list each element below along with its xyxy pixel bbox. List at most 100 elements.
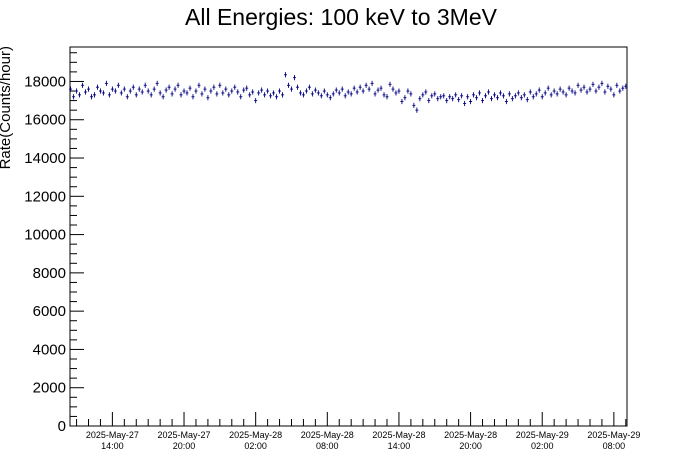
data-point bbox=[81, 82, 85, 88]
data-point bbox=[612, 92, 616, 98]
data-point bbox=[122, 86, 126, 92]
data-point bbox=[424, 89, 428, 95]
data-point bbox=[570, 88, 574, 94]
x-tick-time: 14:00 bbox=[388, 441, 411, 451]
data-point bbox=[358, 84, 362, 90]
data-point bbox=[591, 81, 595, 87]
data-point bbox=[588, 86, 592, 92]
x-tick-time: 08:00 bbox=[603, 441, 626, 451]
data-point bbox=[594, 88, 598, 94]
data-point bbox=[95, 84, 99, 90]
data-point bbox=[430, 93, 434, 99]
data-point bbox=[519, 95, 523, 101]
data-point bbox=[260, 87, 264, 93]
data-point bbox=[418, 96, 422, 102]
data-point bbox=[340, 86, 344, 92]
data-point bbox=[158, 90, 162, 96]
data-point bbox=[534, 91, 538, 97]
data-point bbox=[582, 84, 586, 90]
data-point bbox=[445, 98, 449, 104]
data-point bbox=[182, 88, 186, 94]
data-point bbox=[531, 94, 535, 100]
data-point bbox=[119, 90, 123, 96]
x-tick-date: 2025-May-28 bbox=[444, 430, 497, 440]
data-point bbox=[179, 92, 183, 98]
data-point bbox=[597, 84, 601, 90]
data-point bbox=[334, 87, 338, 93]
data-point bbox=[152, 86, 156, 92]
data-point bbox=[349, 91, 353, 97]
data-point bbox=[495, 95, 499, 101]
data-point bbox=[382, 92, 386, 98]
y-axis-label: Rate(Counts/hour) bbox=[0, 46, 14, 169]
data-point bbox=[263, 92, 267, 98]
data-point bbox=[615, 82, 619, 88]
data-point bbox=[609, 86, 613, 92]
data-point bbox=[504, 98, 508, 105]
data-point bbox=[206, 95, 210, 101]
data-point bbox=[373, 91, 377, 97]
data-point bbox=[457, 97, 461, 103]
data-point bbox=[355, 89, 359, 95]
data-point bbox=[307, 84, 311, 90]
data-point bbox=[558, 86, 562, 92]
data-point bbox=[397, 88, 401, 94]
data-point bbox=[466, 94, 470, 100]
data-point bbox=[403, 95, 407, 101]
x-tick-date: 2025-May-27 bbox=[158, 430, 211, 440]
data-point bbox=[513, 93, 517, 99]
data-point bbox=[143, 82, 147, 88]
data-point bbox=[540, 94, 544, 100]
data-point bbox=[215, 91, 219, 97]
data-point bbox=[549, 92, 553, 98]
data-point bbox=[624, 83, 628, 89]
data-point bbox=[427, 98, 431, 104]
data-point bbox=[454, 92, 458, 98]
data-point bbox=[224, 86, 228, 92]
data-point bbox=[167, 84, 171, 90]
x-tick-date: 2025-May-28 bbox=[229, 430, 282, 440]
data-point bbox=[561, 89, 565, 95]
data-point bbox=[84, 89, 88, 95]
data-point bbox=[173, 86, 177, 92]
data-point bbox=[472, 92, 476, 98]
data-point bbox=[72, 94, 76, 100]
data-point bbox=[203, 86, 207, 92]
data-point bbox=[191, 94, 195, 100]
data-point bbox=[621, 85, 625, 91]
data-point bbox=[478, 90, 482, 96]
data-point bbox=[146, 88, 150, 94]
x-tick-time: 02:00 bbox=[531, 441, 554, 451]
data-point bbox=[316, 90, 320, 96]
data-point bbox=[87, 86, 90, 92]
chart-title: All Energies: 100 keV to 3MeV bbox=[185, 4, 498, 30]
data-point bbox=[313, 87, 317, 93]
data-point bbox=[284, 72, 288, 78]
data-point bbox=[170, 91, 174, 97]
x-tick-time: 14:00 bbox=[101, 441, 124, 451]
data-point bbox=[322, 88, 326, 94]
data-point bbox=[236, 89, 240, 95]
data-point bbox=[388, 81, 392, 87]
data-point bbox=[176, 82, 180, 88]
data-point bbox=[585, 89, 589, 95]
data-point bbox=[164, 87, 168, 93]
data-point bbox=[110, 86, 114, 92]
data-point bbox=[498, 90, 502, 96]
data-point bbox=[266, 88, 270, 94]
x-tick-date: 2025-May-29 bbox=[516, 430, 569, 440]
data-point bbox=[436, 96, 440, 102]
data-point bbox=[233, 84, 237, 90]
data-point bbox=[385, 94, 389, 100]
data-point bbox=[421, 92, 425, 98]
data-point bbox=[218, 82, 222, 88]
data-point bbox=[361, 88, 365, 94]
data-point bbox=[98, 88, 102, 94]
data-point bbox=[239, 94, 243, 100]
data-point bbox=[501, 93, 505, 99]
y-tick-label: 18000 bbox=[24, 73, 66, 90]
data-point bbox=[319, 93, 323, 99]
data-point bbox=[200, 91, 204, 97]
data-point bbox=[484, 93, 488, 99]
data-point bbox=[310, 91, 314, 97]
